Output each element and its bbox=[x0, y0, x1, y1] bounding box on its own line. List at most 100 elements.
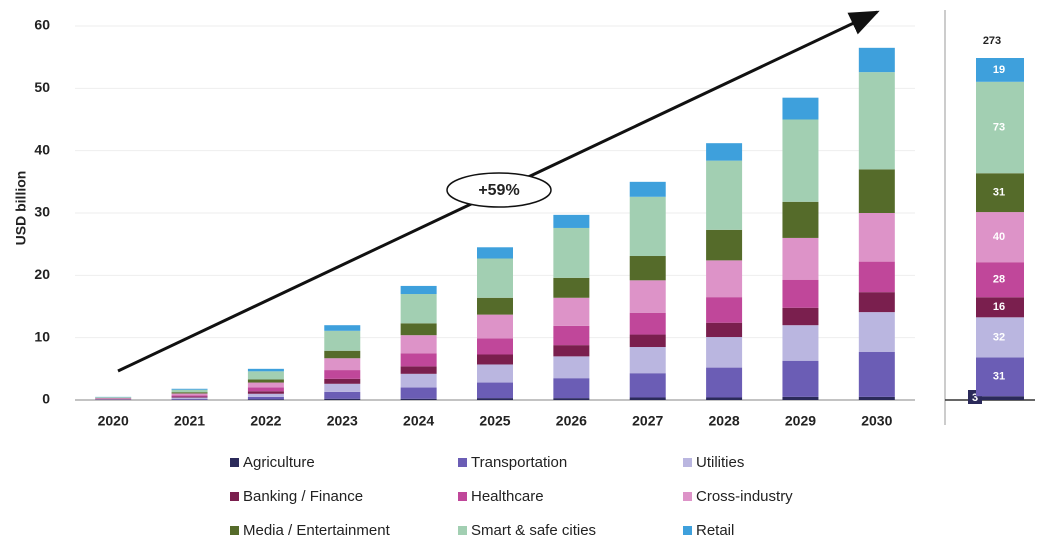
bar-segment bbox=[858, 312, 895, 353]
bar-segment bbox=[171, 397, 208, 399]
bar-segment bbox=[782, 325, 819, 361]
bar-segment bbox=[324, 330, 361, 351]
value-label: 31 bbox=[993, 187, 1005, 199]
bar-segment bbox=[400, 285, 437, 295]
y-tick-label: 30 bbox=[34, 204, 50, 220]
bar-segment bbox=[400, 373, 437, 388]
bar-segment bbox=[477, 354, 513, 365]
legend-swatch bbox=[230, 526, 239, 535]
bar-segment bbox=[629, 373, 666, 398]
y-tick-label: 50 bbox=[34, 79, 50, 95]
bar-segment bbox=[324, 391, 361, 399]
x-tick-label: 2030 bbox=[861, 413, 892, 429]
bar-segment bbox=[706, 260, 743, 298]
bar-segment bbox=[477, 364, 513, 383]
bar-segment bbox=[171, 388, 208, 390]
bar-segment bbox=[706, 297, 743, 323]
bar-segment bbox=[629, 280, 666, 313]
total-segment bbox=[976, 396, 1024, 400]
x-tick-label: 2021 bbox=[174, 413, 205, 429]
legend-label: Banking / Finance bbox=[243, 488, 363, 505]
bar-segment bbox=[477, 338, 513, 355]
bar-segment bbox=[858, 352, 895, 397]
x-tick-label: 2024 bbox=[403, 413, 434, 429]
y-tick-label: 20 bbox=[34, 266, 50, 282]
legend-swatch bbox=[458, 526, 467, 535]
bar-segment bbox=[629, 181, 666, 197]
bar-segment bbox=[782, 360, 819, 397]
total-segment bbox=[976, 58, 1024, 82]
legend-swatch bbox=[230, 492, 239, 501]
value-label: 3 bbox=[972, 392, 978, 404]
bar-segment bbox=[782, 97, 819, 120]
bar-segment bbox=[324, 398, 361, 400]
bar-segment bbox=[858, 213, 895, 262]
total-segment bbox=[976, 262, 1024, 298]
annotation-ellipse bbox=[446, 172, 552, 208]
bar-segment bbox=[553, 378, 590, 399]
bar-segment bbox=[629, 256, 666, 281]
y-tick-label: 40 bbox=[34, 141, 50, 157]
bar-segment bbox=[400, 353, 437, 367]
bar-segment bbox=[477, 297, 513, 315]
bar-segment bbox=[247, 387, 284, 392]
bar-segment bbox=[629, 312, 666, 335]
legend-swatch bbox=[230, 458, 239, 467]
bar-segment bbox=[400, 366, 437, 374]
bar-segment bbox=[324, 325, 361, 331]
legend-label: Agriculture bbox=[243, 454, 315, 471]
total-segment bbox=[976, 317, 1024, 358]
legend-swatch bbox=[458, 492, 467, 501]
bar-segment bbox=[324, 383, 361, 392]
bar-segment bbox=[782, 119, 819, 202]
value-label: 73 bbox=[993, 121, 1005, 133]
bar-segment bbox=[553, 227, 590, 278]
value-label: 19 bbox=[993, 64, 1005, 76]
value-label: 28 bbox=[993, 274, 1005, 286]
bar-segment bbox=[324, 378, 361, 384]
x-tick-label: 2028 bbox=[709, 413, 740, 429]
bar-segment bbox=[247, 371, 284, 380]
bar-segment bbox=[95, 397, 132, 398]
bar-segment bbox=[629, 397, 666, 400]
bar-segment bbox=[553, 297, 590, 326]
bar-segment bbox=[400, 398, 437, 400]
value-label: 31 bbox=[993, 371, 1005, 383]
bar-segment bbox=[171, 395, 208, 397]
bar-segment bbox=[477, 314, 513, 339]
bar-segment bbox=[858, 261, 895, 293]
bar-segment bbox=[706, 337, 743, 368]
bar-segment bbox=[629, 196, 666, 257]
bar-segment bbox=[477, 398, 513, 400]
legend-label: Retail bbox=[696, 522, 734, 539]
bar-segment bbox=[171, 396, 208, 398]
bar-segment bbox=[706, 397, 743, 400]
bar-segment bbox=[247, 393, 284, 397]
bar-segment bbox=[324, 350, 361, 359]
legend-swatch bbox=[683, 526, 692, 535]
bar-segment bbox=[400, 323, 437, 336]
legend-swatch bbox=[683, 458, 692, 467]
bar-segment bbox=[247, 399, 284, 400]
value-label: 40 bbox=[993, 231, 1005, 243]
total-label: 273 bbox=[983, 35, 1001, 47]
x-tick-label: 2026 bbox=[556, 413, 587, 429]
bar-segment bbox=[782, 396, 819, 400]
x-tick-label: 2029 bbox=[785, 413, 816, 429]
total-segment bbox=[976, 297, 1024, 318]
annotation: +59% bbox=[478, 182, 519, 199]
bar-segment bbox=[706, 143, 743, 161]
bar-segment bbox=[858, 72, 895, 170]
x-tick-label: 2023 bbox=[327, 413, 358, 429]
y-tick-label: 60 bbox=[34, 17, 50, 33]
bar-segment bbox=[247, 396, 284, 400]
bar-segment bbox=[706, 229, 743, 261]
x-tick-label: 2025 bbox=[479, 413, 510, 429]
bar-segment bbox=[477, 247, 513, 259]
legend-swatch bbox=[683, 492, 692, 501]
bar-segment bbox=[629, 347, 666, 374]
bar-segment bbox=[477, 258, 513, 298]
bar-segment bbox=[782, 201, 819, 238]
bar-segment bbox=[171, 389, 208, 393]
bar-segment bbox=[553, 398, 590, 400]
